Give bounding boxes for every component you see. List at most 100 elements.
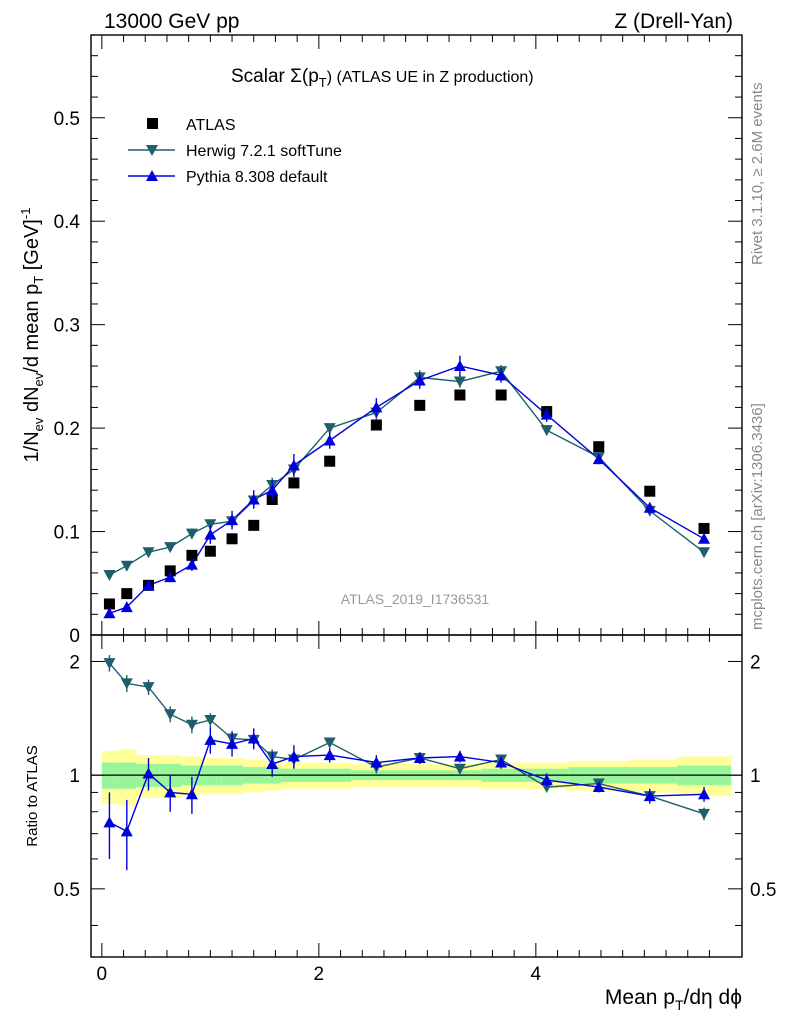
series-line-pythia [109, 365, 705, 614]
title-main: Scalar Σ(p [231, 66, 319, 87]
ratio-point-pythia [247, 732, 260, 744]
rivet-version-label: Rivet 3.1.10, ≥ 2.6M events [749, 83, 766, 266]
ratio-y-tick-label-right: 0.5 [750, 880, 776, 901]
ratio-y-tick-label-right: 2 [750, 652, 761, 673]
data-point-atlas [204, 545, 216, 557]
x-tick-label: 2 [314, 964, 325, 985]
main-y-axis-label: 1/Nev dNev/d mean pT [GeV]-1 [18, 208, 46, 463]
ratio-point-pythia [287, 750, 300, 762]
x-tick-labels: 0 2 4 [97, 964, 542, 985]
data-point-atlas [698, 522, 710, 534]
data-point-herwig [120, 560, 133, 572]
ratio-point-herwig [204, 714, 217, 726]
data-point-atlas [414, 399, 426, 411]
ratio-point-herwig [323, 737, 336, 749]
data-point-atlas [103, 598, 115, 610]
data-point-atlas [121, 588, 133, 600]
main-y-tick-labels: 0 0.1 0.2 0.3 0.4 0.5 [54, 109, 81, 647]
ratio-y-tick-label-left: 2 [69, 652, 80, 673]
analysis-id-label: ATLAS_2019_I1736531 [341, 591, 490, 607]
data-point-pythia [204, 528, 217, 540]
title-subscript: T [319, 75, 327, 90]
data-point-atlas [324, 455, 336, 467]
data-point-pythia [453, 360, 466, 372]
ratio-y-axis-label: Ratio to ATLAS [24, 745, 41, 846]
data-point-pythia [698, 532, 711, 544]
header-left-label: 13000 GeV pp [104, 10, 239, 33]
ratio-panel-frame [90, 634, 743, 958]
data-point-atlas [288, 477, 300, 489]
data-point-herwig [698, 547, 711, 559]
data-point-herwig [142, 547, 155, 559]
data-point-pythia [287, 459, 300, 471]
main-y-tick-label: 0.5 [54, 109, 80, 130]
data-point-pythia [323, 434, 336, 446]
main-axis-ticks [91, 35, 742, 636]
data-point-herwig [204, 519, 217, 531]
plot-title: Scalar Σ(pT) (ATLAS UE in Z production) [231, 66, 534, 90]
data-point-pythia [495, 369, 508, 381]
data-point-pythia [164, 571, 177, 583]
ratio-point-pythia [592, 781, 605, 793]
ratio-point-herwig [453, 763, 466, 775]
ratio-point-pythia [103, 816, 116, 828]
ratio-axis-ticks [91, 635, 742, 957]
data-point-atlas [186, 549, 198, 561]
ratio-point-herwig [103, 658, 116, 670]
legend-marker-atlas [147, 118, 158, 129]
ratio-point-pythia [540, 774, 553, 786]
data-point-pythia [266, 484, 279, 496]
ratio-y-tick-label-left: 0.5 [54, 880, 80, 901]
ratio-y-tick-label-left: 1 [69, 766, 80, 787]
ratio-point-herwig [185, 719, 198, 731]
ratio-point-pythia [226, 737, 239, 749]
data-point-herwig [453, 376, 466, 388]
ratio-data-marks [103, 655, 711, 871]
legend-marker-pythia [146, 170, 158, 181]
data-point-atlas [593, 441, 605, 453]
ratio-point-pythia [266, 758, 279, 770]
main-y-tick-label: 0 [69, 626, 80, 647]
data-point-pythia [540, 408, 553, 420]
legend-marker-herwig [146, 145, 158, 156]
ratio-point-herwig [142, 682, 155, 694]
main-y-tick-label: 0.1 [54, 523, 80, 544]
mcplots-label: mcplots.cern.ch [arXiv:1306.3436] [749, 403, 766, 630]
ratio-point-pythia [370, 756, 383, 768]
ratio-point-pythia [698, 788, 711, 800]
legend-label-atlas: ATLAS [186, 117, 236, 134]
ratio-point-herwig [164, 709, 177, 721]
legend: ATLAS Herwig 7.2.1 softTune Pythia 8.308… [128, 117, 342, 186]
series-line-herwig [109, 370, 705, 576]
data-point-atlas [164, 565, 176, 577]
ratio-y-tick-label-right: 1 [750, 766, 761, 787]
header-right-label: Z (Drell-Yan) [614, 10, 733, 33]
ratio-y-tick-labels: 0.5 0.5 1 1 2 2 [54, 652, 777, 900]
data-point-pythia [142, 579, 155, 591]
data-point-herwig [185, 528, 198, 540]
ratio-point-pythia [185, 788, 198, 800]
legend-label-herwig: Herwig 7.2.1 softTune [186, 143, 342, 160]
data-point-pythia [226, 514, 239, 526]
data-point-herwig [540, 425, 553, 437]
data-point-atlas [495, 389, 507, 401]
data-point-pythia [413, 374, 426, 386]
ratio-point-pythia [643, 790, 656, 802]
main-y-tick-label: 0.2 [54, 419, 80, 440]
x-tick-label: 0 [97, 964, 108, 985]
legend-label-pythia: Pythia 8.308 default [186, 169, 328, 186]
ratio-point-herwig [698, 808, 711, 820]
data-point-atlas [226, 533, 238, 545]
ratio-point-pythia [142, 767, 155, 779]
data-point-pythia [370, 401, 383, 413]
data-point-herwig [323, 423, 336, 435]
title-tail: ) (ATLAS UE in Z production) [327, 69, 534, 86]
data-point-pythia [247, 493, 260, 505]
ratio-point-pythia [204, 733, 217, 745]
x-tick-label: 4 [531, 964, 542, 985]
ratio-point-pythia [120, 825, 133, 837]
data-point-atlas [248, 519, 260, 531]
data-point-pythia [592, 453, 605, 465]
x-axis-label: Mean pT/dη dϕ [605, 986, 742, 1013]
